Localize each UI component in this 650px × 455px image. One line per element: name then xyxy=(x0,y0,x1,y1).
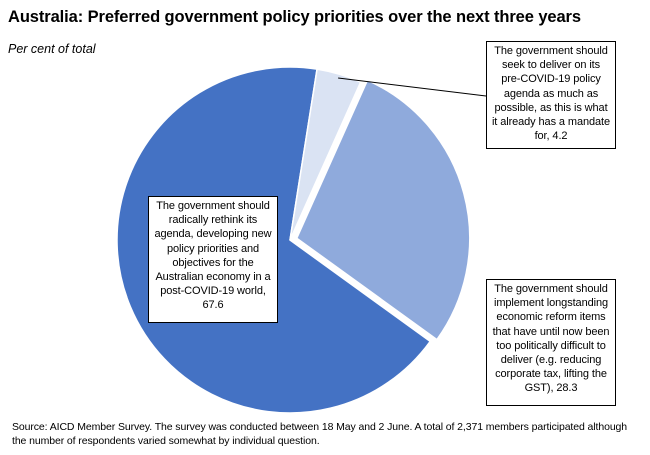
pie-slice-precovid xyxy=(289,68,362,241)
source-note: Source: AICD Member Survey. The survey w… xyxy=(12,421,628,447)
pie-slice-reform xyxy=(295,79,471,341)
slice-label-rethink: The government should radically rethink … xyxy=(148,196,278,323)
leader-line-precovid xyxy=(338,77,487,97)
slice-label-reform: The government should implement longstan… xyxy=(486,279,616,406)
chart-subtitle: Per cent of total xyxy=(8,42,96,56)
chart-title: Australia: Preferred government policy p… xyxy=(8,8,581,26)
slice-label-precovid: The government should seek to deliver on… xyxy=(486,41,616,149)
